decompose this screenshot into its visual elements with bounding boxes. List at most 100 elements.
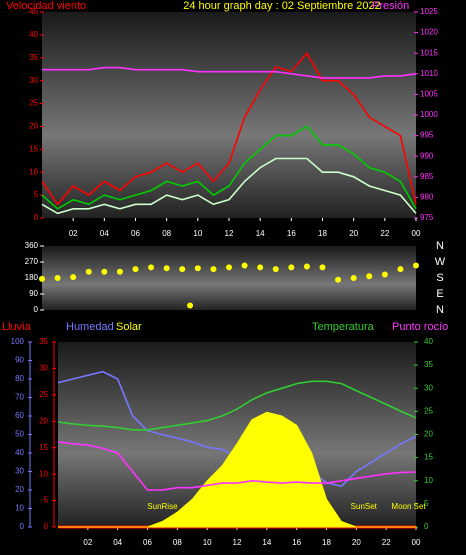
point — [350, 275, 357, 281]
y-tick-label: 30 — [15, 467, 24, 476]
legend-label: Presión — [372, 0, 409, 12]
x-tick-label: 08 — [162, 229, 171, 238]
y3-tick-label: 20 — [39, 416, 48, 425]
y2-tick-label: 10 — [424, 476, 433, 485]
y2-tick-label: 40 — [424, 337, 433, 346]
y-tick-label: 270 — [25, 257, 39, 266]
point — [210, 266, 217, 273]
plot-area — [42, 12, 416, 218]
legend-label: Lluvia — [2, 321, 32, 333]
x-tick-label: 08 — [173, 538, 182, 547]
x-tick-label: 20 — [349, 229, 358, 238]
y-tick-label: 20 — [15, 485, 24, 494]
annotation: Moon Set — [391, 502, 426, 511]
y-tick-label: 35 — [29, 53, 38, 62]
x-tick-label: 02 — [83, 538, 92, 547]
x-tick-label: 06 — [143, 538, 152, 547]
line — [42, 66, 417, 79]
x-tick-label: 22 — [380, 229, 389, 238]
point — [148, 264, 155, 271]
x-tick-label: 00 — [412, 229, 421, 238]
legend-label: Punto rocío — [392, 321, 448, 333]
y-tick-label: 0 — [34, 305, 39, 314]
x-tick-label: 18 — [322, 538, 331, 547]
y-tick-label: 10 — [15, 504, 24, 513]
y2-tick-label: 15 — [424, 453, 433, 462]
point — [179, 266, 186, 273]
point — [288, 264, 295, 271]
line — [41, 157, 417, 215]
legend-label: Temperatura — [312, 321, 375, 333]
point — [303, 263, 310, 270]
plot-area — [42, 246, 416, 310]
x-tick-label: 04 — [113, 538, 122, 547]
point — [272, 266, 279, 273]
compass-label: E — [436, 288, 443, 300]
line — [41, 51, 417, 206]
y-tick-label: 90 — [29, 289, 38, 298]
x-tick-label: 06 — [131, 229, 140, 238]
y3-tick-label: 15 — [39, 443, 48, 452]
line — [41, 125, 417, 210]
line — [57, 380, 417, 431]
point — [163, 265, 170, 272]
y2-tick-label: 5 — [424, 499, 429, 508]
y-tick-label: 180 — [25, 273, 39, 282]
x-tick-label: 10 — [193, 229, 202, 238]
x-tick-label: 02 — [69, 229, 78, 238]
x-tick-label: 22 — [382, 538, 391, 547]
point — [54, 275, 61, 281]
compass-label: N — [436, 240, 444, 252]
y2-tick-label: 1015 — [420, 48, 438, 57]
chart-title: 24 hour graph day : 02 Septiembre 2022 — [183, 0, 381, 12]
y2-tick-label: 1000 — [420, 110, 438, 119]
point — [187, 302, 194, 309]
point — [335, 276, 342, 283]
x-tick-label: 18 — [318, 229, 327, 238]
y-tick-label: 0 — [34, 213, 39, 222]
legend-label: Solar — [116, 321, 142, 333]
x-tick-label: 00 — [412, 538, 421, 547]
y2-tick-label: 975 — [420, 213, 434, 222]
point — [319, 264, 326, 271]
y3-tick-label: 35 — [39, 337, 48, 346]
y2-tick-label: 985 — [420, 172, 434, 181]
point — [101, 268, 108, 275]
x-tick-label: 16 — [292, 538, 301, 547]
y2-tick-label: 1010 — [420, 69, 438, 78]
y-tick-label: 5 — [34, 190, 39, 199]
point — [241, 262, 248, 269]
y-tick-label: 50 — [15, 430, 24, 439]
point — [116, 268, 123, 275]
point — [257, 264, 264, 271]
y-tick-label: 360 — [25, 241, 39, 250]
compass-label: N — [436, 304, 444, 316]
x-tick-label: 16 — [287, 229, 296, 238]
y2-tick-label: 25 — [424, 406, 433, 415]
y2-tick-label: 0 — [424, 522, 429, 531]
point — [39, 275, 45, 282]
y-tick-label: 25 — [29, 99, 38, 108]
annotation: SunSet — [351, 502, 378, 511]
y3-tick-label: 10 — [39, 469, 48, 478]
x-tick-label: 10 — [203, 538, 212, 547]
point — [70, 274, 77, 281]
y3-tick-label: 25 — [39, 390, 48, 399]
y2-tick-label: 1005 — [420, 90, 438, 99]
y-tick-label: 15 — [29, 144, 38, 153]
point — [413, 262, 419, 269]
y2-tick-label: 995 — [420, 131, 434, 140]
y-tick-label: 20 — [29, 122, 38, 131]
point — [366, 273, 373, 280]
y2-tick-label: 990 — [420, 151, 434, 160]
y2-tick-label: 1020 — [420, 28, 438, 37]
line — [57, 441, 417, 491]
compass-label: S — [436, 272, 443, 284]
point — [226, 264, 232, 271]
x-tick-label: 12 — [225, 229, 234, 238]
y3-tick-label: 5 — [44, 496, 49, 505]
y-tick-label: 45 — [29, 7, 38, 16]
annotation: SunRise — [147, 502, 178, 511]
y2-tick-label: 980 — [420, 193, 434, 202]
